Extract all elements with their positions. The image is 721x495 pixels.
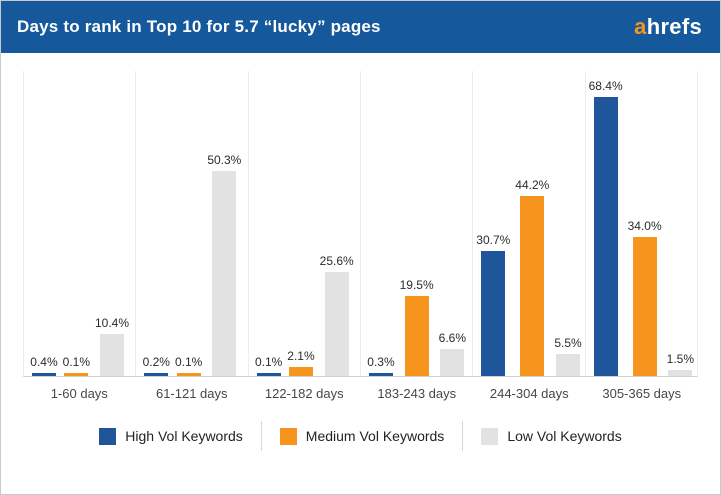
bar-slot-high-vol-keywords: 0.1%: [255, 355, 282, 376]
chart-header: Days to rank in Top 10 for 5.7 “lucky” p…: [1, 1, 720, 53]
ahrefs-logo-accent: a: [634, 14, 647, 39]
bar-slot-medium-vol-keywords: 2.1%: [287, 349, 315, 376]
legend-label: Medium Vol Keywords: [305, 428, 445, 444]
bar-value-label: 0.1%: [62, 355, 90, 369]
bar-slot-low-vol-keywords: 1.5%: [667, 352, 694, 376]
bar-low-vol-keywords: [556, 353, 580, 376]
bar-value-label: 5.5%: [554, 335, 582, 350]
legend-swatch-low-vol-keywords: [481, 427, 499, 445]
bar-group-244-304-days: 30.7% 44.2% 5.5%: [473, 71, 586, 376]
bar-value-label: 6.6%: [438, 331, 467, 346]
bar-value-label: 0.1%: [254, 355, 283, 369]
legend-item-low-vol-keywords: Low Vol Keywords: [481, 427, 622, 445]
legend-divider: [462, 421, 464, 451]
bar-low-vol-keywords: [212, 170, 237, 376]
bar-slot-high-vol-keywords: 30.7%: [476, 233, 510, 376]
bar-low-vol-keywords: [324, 271, 349, 376]
bar-value-label: 34.0%: [627, 219, 662, 234]
bar-value-label: 50.3%: [207, 152, 242, 167]
ahrefs-logo: ahrefs: [634, 14, 702, 40]
bar-high-vol-keywords: [144, 373, 169, 376]
bar-slot-medium-vol-keywords: 19.5%: [400, 278, 434, 376]
bar-low-vol-keywords: [440, 349, 465, 376]
x-axis-labels: 1-60 days 61-121 days 122-182 days 183-243 …: [23, 377, 698, 405]
x-axis-label-61-121-days: 61-121 days: [155, 386, 228, 401]
bar-group-183-243-days: 0.3% 19.5% 6.6%: [361, 71, 474, 376]
bar-slot-high-vol-keywords: 0.3%: [367, 355, 395, 376]
bar-value-label: 19.5%: [399, 278, 434, 293]
bar-value-label: 30.7%: [476, 232, 511, 247]
bar-slot-high-vol-keywords: 0.2%: [143, 355, 170, 376]
bar-slot-low-vol-keywords: 10.4%: [95, 316, 129, 376]
bar-group-122-182-days: 0.1% 2.1% 25.6%: [249, 71, 361, 376]
x-axis-label-1-60-days: 1-60 days: [50, 386, 108, 401]
bar-high-vol-keywords: [368, 373, 393, 376]
bar-low-vol-keywords: [668, 369, 693, 376]
legend-label: Low Vol Keywords: [507, 428, 622, 444]
bar-slot-low-vol-keywords: 5.5%: [554, 335, 582, 376]
bar-slot-low-vol-keywords: 50.3%: [207, 153, 241, 376]
x-axis-label-305-365-days: 305-365 days: [602, 386, 682, 401]
bar-value-label: 68.4%: [588, 78, 623, 93]
bar-value-label: 0.3%: [367, 355, 395, 369]
bar-value-label: 10.4%: [95, 315, 130, 330]
legend: High Vol Keywords Medium Vol Keywords Low …: [23, 421, 698, 451]
bar-slot-medium-vol-keywords: 0.1%: [175, 355, 202, 376]
ahrefs-logo-rest: hrefs: [646, 14, 702, 39]
bar-medium-vol-keywords: [404, 296, 429, 376]
x-axis-label-183-243-days: 183-243 days: [377, 386, 457, 401]
bar-slot-medium-vol-keywords: 0.1%: [63, 355, 90, 376]
legend-label: High Vol Keywords: [125, 428, 243, 444]
bar-medium-vol-keywords: [288, 367, 313, 376]
bar-slot-medium-vol-keywords: 44.2%: [515, 178, 549, 376]
bar-group-305-365-days: 68.4% 34.0% 1.5%: [586, 71, 697, 376]
bar-value-label: 0.4%: [30, 355, 58, 369]
legend-swatch-medium-vol-keywords: [279, 427, 297, 445]
bar-medium-vol-keywords: [64, 373, 89, 376]
bar-medium-vol-keywords: [632, 237, 657, 376]
plot-area: 0.4% 0.1% 10.4% 0.2% 0.1% 50.3% 0.1% 2.1% 25.6% 0…: [23, 71, 698, 377]
bar-value-label: 1.5%: [666, 351, 695, 366]
chart-area: 0.4% 0.1% 10.4% 0.2% 0.1% 50.3% 0.1% 2.1% 25.6% 0…: [1, 53, 720, 494]
chart-title: Days to rank in Top 10 for 5.7 “lucky” p…: [17, 17, 381, 36]
bar-medium-vol-keywords: [176, 373, 201, 376]
bar-group-1-60-days: 0.4% 0.1% 10.4%: [24, 71, 137, 376]
bar-high-vol-keywords: [256, 373, 281, 376]
bar-value-label: 0.1%: [174, 355, 203, 369]
legend-item-medium-vol-keywords: Medium Vol Keywords: [279, 427, 445, 445]
bar-slot-low-vol-keywords: 25.6%: [320, 254, 354, 376]
x-axis-label-122-182-days: 122-182 days: [264, 386, 344, 401]
bar-slot-high-vol-keywords: 0.4%: [30, 355, 58, 376]
bar-slot-low-vol-keywords: 6.6%: [439, 331, 466, 376]
bar-high-vol-keywords: [481, 250, 506, 376]
x-axis-label-244-304-days: 244-304 days: [489, 386, 569, 401]
bar-high-vol-keywords: [593, 96, 618, 376]
bar-high-vol-keywords: [31, 373, 56, 376]
bar-group-61-121-days: 0.2% 0.1% 50.3%: [136, 71, 249, 376]
bar-medium-vol-keywords: [520, 195, 545, 376]
bar-low-vol-keywords: [100, 333, 125, 376]
bar-value-label: 2.1%: [287, 349, 315, 364]
legend-swatch-high-vol-keywords: [99, 427, 117, 445]
bar-slot-medium-vol-keywords: 34.0%: [628, 219, 662, 376]
bar-value-label: 0.2%: [142, 355, 170, 369]
legend-item-high-vol-keywords: High Vol Keywords: [99, 427, 243, 445]
bar-value-label: 44.2%: [515, 177, 550, 192]
bar-value-label: 25.6%: [319, 253, 354, 268]
legend-divider: [260, 421, 262, 451]
bar-slot-high-vol-keywords: 68.4%: [589, 79, 623, 376]
